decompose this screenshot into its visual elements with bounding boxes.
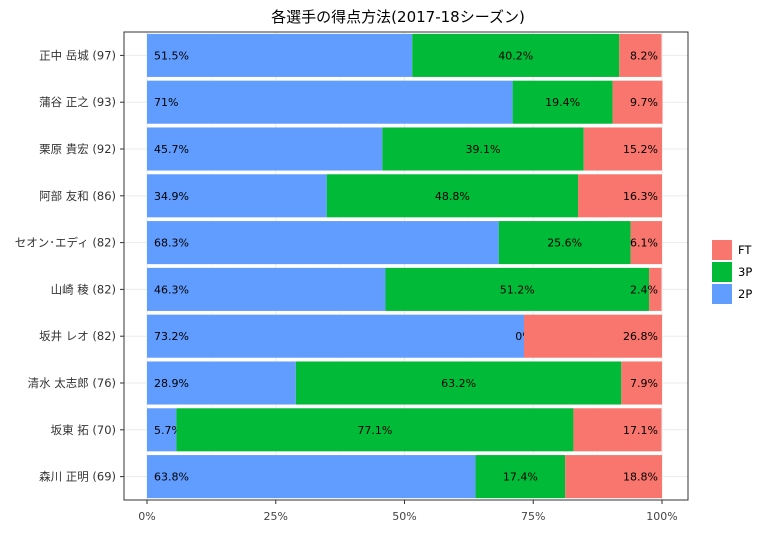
bar-segment-ft <box>630 221 662 265</box>
bar-segment-3p <box>512 80 613 124</box>
bar-segment-2p <box>147 221 499 265</box>
segment-label-3p: 19.4% <box>545 96 580 109</box>
legend-key-2p <box>712 284 732 304</box>
y-tick-label: 清水 太志郎 (76) <box>28 376 116 390</box>
segment-label-2p: 51.5% <box>154 49 189 62</box>
x-tick-label: 75% <box>521 510 545 523</box>
segment-label-3p: 39.1% <box>466 143 501 156</box>
bar-segment-ft <box>578 174 662 218</box>
bar-segment-2p <box>147 33 413 77</box>
bar-segment-2p <box>147 455 476 499</box>
bar-segment-3p <box>385 267 650 311</box>
bar-segment-3p <box>475 455 566 499</box>
segment-label-2p: 34.9% <box>154 190 189 203</box>
bar-segment-ft <box>619 33 662 77</box>
plot-area: 51.5% 40.2% 8.2% 71% 19.4% 9.7% 45.7% 39.1% 15.2… <box>15 31 689 523</box>
segment-label-ft: 15.2% <box>623 143 658 156</box>
segment-label-ft: 17.1% <box>623 424 658 437</box>
y-tick-label: 森川 正明 (69) <box>39 470 116 484</box>
segment-label-3p: 48.8% <box>435 190 470 203</box>
y-tick-label: セオン･エディ (82) <box>15 236 116 250</box>
bar-segment-3p <box>382 127 584 171</box>
legend-label-3p: 3P <box>738 265 752 279</box>
chart-title: 各選手の得点方法(2017-18シーズン) <box>271 8 525 26</box>
segment-label-ft: 8.2% <box>630 49 658 62</box>
bar-segment-ft <box>523 314 662 358</box>
segment-label-ft: 18.8% <box>623 471 658 484</box>
bar-segment-2p <box>147 361 296 405</box>
segment-label-3p: 40.2% <box>498 49 533 62</box>
bar-segment-3p <box>295 361 622 405</box>
panel-border <box>123 31 689 501</box>
y-tick-label: 正中 岳城 (97) <box>39 48 116 62</box>
bar-segment-ft <box>649 267 662 311</box>
segment-label-ft: 9.7% <box>630 96 658 109</box>
y-tick-label: 坂東 拓 (70) <box>51 423 116 437</box>
segment-label-ft: 6.1% <box>630 237 658 250</box>
x-tick-label: 100% <box>646 510 677 523</box>
y-tick-label: 山崎 稜 (82) <box>51 282 116 296</box>
segment-label-ft: 7.9% <box>630 377 658 390</box>
segment-label-2p: 63.8% <box>154 471 189 484</box>
bar-segment-ft <box>573 408 662 452</box>
segment-label-2p: 71% <box>154 96 178 109</box>
bar-segment-ft <box>565 455 662 499</box>
bar-segment-2p <box>147 408 177 452</box>
bar-segment-ft <box>621 361 662 405</box>
segment-label-2p: 73.2% <box>154 330 189 343</box>
bar-segment-ft <box>583 127 662 171</box>
bar-segment-2p <box>147 127 383 171</box>
bar-segment-2p <box>147 314 524 358</box>
bar-segment-2p <box>147 80 513 124</box>
bar-segment-2p <box>147 174 327 218</box>
bar-segment-3p <box>412 33 620 77</box>
legend-key-ft <box>712 240 732 260</box>
legend-key-3p <box>712 262 732 282</box>
segment-label-2p: 68.3% <box>154 237 189 250</box>
segment-label-3p: 17.4% <box>503 471 538 484</box>
segment-label-ft: 16.3% <box>623 190 658 203</box>
bar-segment-ft <box>612 80 663 124</box>
x-tick-label: 25% <box>264 510 288 523</box>
segment-label-ft: 26.8% <box>623 330 658 343</box>
segment-label-2p: 5.7% <box>154 424 182 437</box>
bar-segment-3p <box>326 174 579 218</box>
segment-label-3p: 77.1% <box>357 424 392 437</box>
segment-label-2p: 45.7% <box>154 143 189 156</box>
bar-segment-3p <box>176 408 574 452</box>
y-tick-label: 坂井 レオ (82) <box>39 329 116 343</box>
segment-label-3p: 51.2% <box>500 283 535 296</box>
bar-segment-2p <box>147 267 386 311</box>
segment-label-3p: 63.2% <box>441 377 476 390</box>
legend-label-2p: 2P <box>738 287 752 301</box>
y-tick-label: 蒲谷 正之 (93) <box>39 95 116 109</box>
legend-label-ft: FT <box>738 243 752 257</box>
segment-label-2p: 28.9% <box>154 377 189 390</box>
bar-segment-3p <box>498 221 631 265</box>
segment-label-2p: 46.3% <box>154 283 189 296</box>
y-tick-label: 栗原 貴宏 (92) <box>39 142 116 156</box>
segment-label-3p: 25.6% <box>547 237 582 250</box>
segment-label-ft: 2.4% <box>630 283 658 296</box>
x-tick-label: 50% <box>392 510 416 523</box>
x-tick-label: 0% <box>138 510 155 523</box>
legend: FT 3P 2P <box>712 240 752 304</box>
y-tick-label: 阿部 友和 (86) <box>39 189 116 203</box>
